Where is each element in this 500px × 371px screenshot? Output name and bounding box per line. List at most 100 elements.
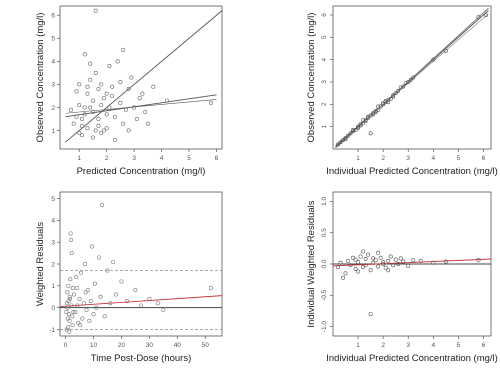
data-point (66, 283, 71, 288)
data-point (361, 249, 366, 254)
data-point (371, 111, 376, 116)
data-point (74, 275, 79, 280)
data-point (381, 101, 386, 106)
data-point (93, 70, 98, 75)
data-point (358, 122, 363, 127)
plot-area (333, 249, 491, 317)
data-point (84, 307, 89, 312)
data-point (113, 292, 118, 297)
x-tick-label: 3 (406, 155, 410, 162)
y-tick-label: 5 (51, 196, 55, 203)
data-point (105, 268, 110, 273)
data-point (88, 77, 93, 82)
data-point (208, 285, 213, 290)
data-point (121, 121, 126, 126)
panel-observed-vs-predicted: 1 2 3 4 5 6 1 2 3 4 5 6 Predicted Concentration (mg/… (35, 5, 223, 177)
data-point (70, 323, 75, 328)
data-point (66, 312, 71, 317)
data-point (68, 107, 73, 112)
data-point (476, 258, 481, 263)
data-point (363, 256, 368, 261)
data-point (85, 91, 90, 96)
x-tick-label: 1 (356, 155, 360, 162)
x-tick-label: 2 (381, 342, 385, 349)
data-point (398, 85, 403, 90)
x-tick-label: 1 (356, 342, 360, 349)
x-tick-label: 40 (174, 342, 182, 349)
data-point (132, 105, 137, 110)
data-point (112, 114, 117, 119)
y-tick-label: 1 (51, 128, 55, 135)
data-point (92, 281, 97, 286)
data-point (67, 318, 72, 323)
data-point (443, 48, 448, 53)
data-point (110, 84, 115, 89)
data-point (77, 296, 82, 301)
data-point (88, 299, 93, 304)
data-point (71, 121, 76, 126)
y-tick-label: 6 (321, 13, 328, 17)
data-point (383, 98, 388, 103)
data-point (80, 316, 85, 321)
data-point (343, 271, 348, 276)
data-point (126, 128, 131, 133)
data-point (366, 115, 371, 120)
data-point (73, 309, 78, 314)
data-point (391, 93, 396, 98)
data-point (70, 314, 75, 319)
data-point (343, 136, 348, 141)
fit-band-line (65, 99, 217, 114)
fit-line (335, 7, 489, 149)
data-point (65, 290, 70, 295)
data-point (82, 52, 87, 57)
data-point (343, 135, 348, 140)
data-point (85, 126, 90, 131)
y-tick-label: 0 (51, 305, 55, 312)
data-point (391, 263, 396, 268)
x-axis-label: Individual Predicted Concentration (mg/l… (326, 353, 498, 364)
data-point (366, 252, 371, 257)
data-point (376, 104, 381, 109)
x-axis-label: Predicted Concentration (mg/l) (77, 166, 206, 177)
y-axis-label: Weighted Residuals (35, 222, 46, 307)
data-point (96, 87, 101, 92)
data-point (383, 265, 388, 270)
data-point (98, 294, 103, 299)
data-point (476, 15, 481, 20)
data-point (386, 97, 391, 102)
data-point (99, 203, 104, 208)
data-point (351, 255, 356, 260)
data-point (119, 279, 124, 284)
data-point (378, 104, 383, 109)
data-point (107, 105, 112, 110)
data-point (82, 112, 87, 117)
data-point (376, 250, 381, 255)
data-point (483, 12, 488, 17)
y-tick-label: 4 (51, 218, 55, 225)
data-point (209, 100, 214, 105)
data-point (99, 82, 104, 87)
y-tick-label: -0.5 (321, 289, 328, 301)
x-tick-label: 3 (132, 155, 136, 162)
data-point (75, 303, 80, 308)
data-point (381, 102, 386, 107)
data-point (70, 285, 75, 290)
data-point (356, 125, 361, 130)
data-point (341, 275, 346, 280)
data-point (74, 285, 79, 290)
data-point (93, 8, 98, 13)
panel-weighted-residuals-vs-time: 0 10 20 30 40 50 -1 0 1 2 3 4 5 Time Post-Dose (hours… (35, 191, 223, 364)
data-point (351, 129, 356, 134)
data-point (101, 96, 106, 101)
x-tick-label: 30 (146, 342, 154, 349)
data-point (112, 137, 117, 142)
data-point (68, 231, 73, 236)
data-point (161, 307, 166, 312)
data-point (378, 255, 383, 260)
data-point (78, 323, 83, 328)
data-point (406, 263, 411, 268)
data-point (368, 131, 373, 136)
data-point (96, 117, 101, 122)
y-tick-label: 3 (321, 80, 328, 84)
data-point (74, 89, 79, 94)
